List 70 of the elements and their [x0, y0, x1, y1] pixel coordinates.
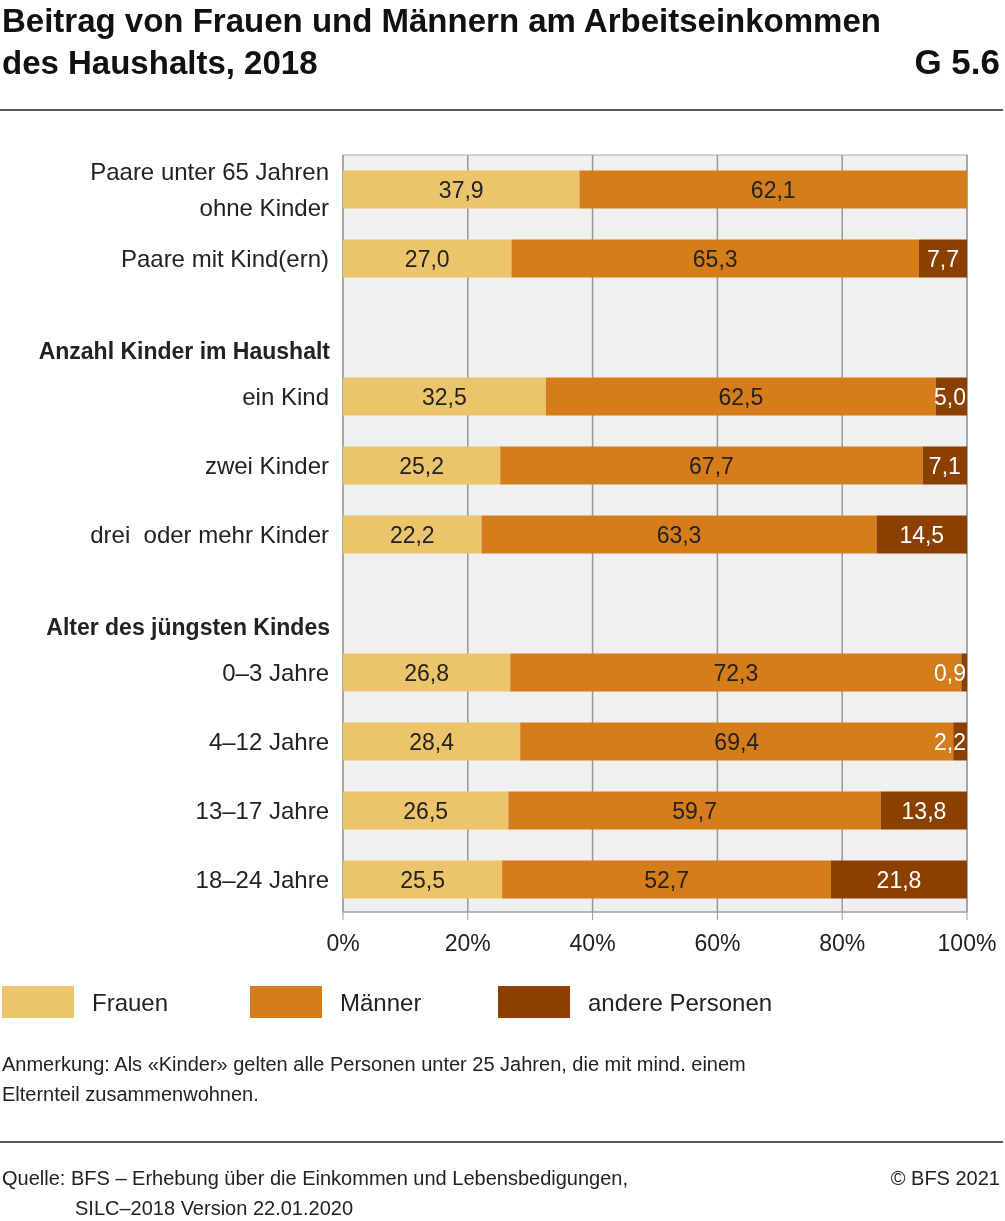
bar — [918, 239, 967, 278]
data-label: 69,4 — [714, 728, 760, 755]
text: Anmerkung: Als «Kinder» gelten alle Personen unter 25 Jahren, die mit mind. einem Elternteil zusammenwohnen. — [2, 1053, 746, 1105]
legend-label: Frauen — [92, 989, 169, 1016]
legend-label: andere Personen — [588, 989, 773, 1016]
y-tick-label: Anzahl Kinder im Haushalt — [38, 337, 331, 364]
data-label: 63,3 — [656, 521, 702, 548]
bar — [508, 791, 881, 830]
legend-label: Männer — [340, 989, 422, 1016]
bar — [343, 446, 501, 485]
y-tick-label: ein Kind — [242, 382, 329, 410]
y-tick-label: drei oder mehr Kinder — [90, 520, 330, 548]
data-label: 32,5 — [422, 383, 467, 410]
data-label: 52,7 — [644, 866, 689, 893]
y-tick-label: 4–12 Jahre — [208, 727, 329, 755]
bar — [876, 515, 967, 554]
source-note: Quelle: BFS – Erhebung über die Einkommen und Lebensbedigungen, SILC–2018 Version 22.01.2020 — [2, 1167, 628, 1219]
y-tick-label: 13–17 Jahre — [195, 796, 329, 824]
data-label: 0,9 — [934, 659, 966, 686]
data-label: 59,7 — [672, 797, 718, 824]
data-label: 21,8 — [876, 866, 922, 893]
y-tick-label: 18–24 Jahre — [195, 865, 329, 893]
x-tick-label: 40% — [569, 930, 616, 956]
bar — [343, 860, 503, 899]
text: © BFS 2021 — [890, 1167, 1000, 1189]
data-label: 22,2 — [389, 521, 435, 548]
x-tick-label: 0% — [326, 930, 360, 956]
bar — [343, 239, 512, 278]
y-tick-label: 0–3 Jahre — [222, 658, 329, 686]
x-tick-label: 60% — [694, 930, 741, 956]
data-label: 27,0 — [404, 245, 450, 272]
bar — [343, 377, 546, 416]
data-label: 26,8 — [404, 659, 449, 686]
data-label: 62,1 — [750, 176, 796, 203]
data-label: 28,4 — [409, 728, 455, 755]
bar — [830, 860, 967, 899]
data-label: 13,8 — [901, 797, 947, 824]
data-label: 67,7 — [689, 452, 734, 479]
bar — [343, 170, 580, 209]
bar — [343, 722, 521, 761]
text: G 5.6 — [914, 42, 1000, 81]
y-tick-label: zwei Kinder — [204, 451, 329, 479]
x-tick-label: 20% — [444, 930, 491, 956]
bar — [579, 170, 967, 209]
data-label: 62,5 — [718, 383, 764, 410]
bar — [500, 446, 923, 485]
data-label: 37,9 — [438, 176, 484, 203]
data-label: 65,3 — [692, 245, 738, 272]
y-tick-label: Paare mit Kind(ern) — [120, 244, 329, 272]
data-label: 2,2 — [934, 728, 966, 755]
bar — [343, 791, 509, 830]
x-tick-label: 100% — [937, 930, 997, 956]
bar — [343, 653, 511, 692]
data-label: 14,5 — [899, 521, 945, 548]
bar — [511, 239, 919, 278]
bar — [545, 377, 936, 416]
data-label: 7,1 — [928, 452, 961, 479]
data-label: 72,3 — [713, 659, 759, 686]
data-label: 26,5 — [403, 797, 449, 824]
bar — [502, 860, 831, 899]
y-tick-label: Paare unter 65 Jahren ohne Kinder — [90, 157, 329, 221]
data-label: 5,0 — [934, 383, 966, 410]
bar — [343, 515, 482, 554]
chart-title: Beitrag von Frauen und Männern am Arbeitseinkommen des Haushalts, 2018 — [2, 2, 881, 81]
data-label: 25,2 — [399, 452, 445, 479]
data-label: 7,7 — [926, 245, 959, 272]
data-label: 25,5 — [400, 866, 445, 893]
bar — [481, 515, 877, 554]
x-tick-label: 80% — [819, 930, 866, 956]
y-tick-label: Alter des jüngsten Kindes — [46, 613, 330, 640]
